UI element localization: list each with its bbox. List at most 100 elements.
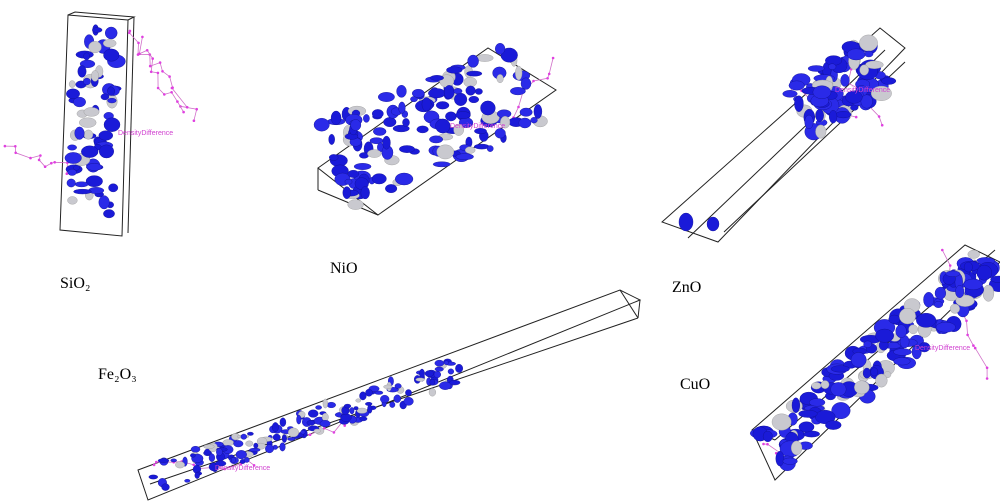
- isosurface-blob: [394, 395, 401, 403]
- atom: [949, 264, 952, 267]
- isosurface-blob: [821, 381, 829, 389]
- panel-label: SiO₂: [60, 275, 90, 292]
- isosurface-blob: [889, 315, 900, 324]
- atom: [157, 72, 160, 75]
- isosurface-blob: [109, 184, 118, 192]
- isosurface-blob: [89, 41, 102, 53]
- isosurface-blob: [314, 429, 321, 433]
- isosurface-blob: [372, 109, 383, 118]
- isosurface-blob: [385, 184, 397, 192]
- isosurface-blob: [99, 196, 110, 209]
- atom: [163, 93, 166, 96]
- isosurface-blob: [265, 445, 273, 453]
- isosurface-blob: [356, 399, 361, 403]
- isosurface-blob: [456, 154, 474, 160]
- atom: [14, 145, 17, 148]
- isosurface-blob: [329, 154, 338, 160]
- isosurface-blob: [875, 329, 893, 342]
- isosurface-blob: [68, 197, 78, 205]
- isosurface-blob: [101, 94, 109, 100]
- isosurface-blob: [81, 146, 98, 158]
- isosurface-blob: [871, 368, 878, 376]
- isosurface-blob: [831, 366, 850, 373]
- isosurface-blob: [454, 93, 467, 106]
- isosurface-blob: [343, 187, 351, 199]
- isosurface-blob: [91, 70, 98, 81]
- isosurface-blob: [87, 163, 102, 170]
- isosurface-blob: [446, 67, 462, 74]
- atom: [343, 424, 346, 427]
- isosurface-blob: [481, 101, 496, 115]
- isosurfaces: [4, 25, 1000, 491]
- isosurface-blob: [74, 189, 92, 194]
- isosurface-blob: [75, 127, 85, 140]
- isosurface-blob: [422, 98, 431, 112]
- isosurface-blob: [946, 271, 960, 277]
- isosurface-blob: [397, 85, 407, 97]
- isosurface-blob: [968, 250, 980, 258]
- isosurface-blob: [314, 118, 329, 131]
- isosurface-blob: [66, 89, 79, 99]
- isosurface-blob: [935, 287, 946, 299]
- annotation: DensityDifference: [835, 87, 890, 94]
- isosurface-blob: [520, 108, 532, 116]
- atom: [881, 124, 884, 127]
- annotation: DensityDifference: [915, 345, 970, 352]
- isosurface-blob: [783, 458, 798, 465]
- isosurface-blob: [395, 173, 413, 185]
- isosurface-blob: [68, 145, 77, 150]
- isosurface-blob: [272, 422, 278, 431]
- isosurface-blob: [456, 111, 471, 118]
- atom: [171, 87, 174, 90]
- isosurface-blob: [454, 88, 462, 94]
- panel-label: CuO: [680, 376, 710, 393]
- isosurface-blob: [195, 472, 200, 478]
- isosurface-blob: [273, 434, 280, 441]
- atom: [986, 367, 989, 370]
- isosurface-blob: [162, 484, 170, 491]
- isosurface-blob: [99, 131, 113, 141]
- isosurface-blob: [679, 213, 693, 231]
- isosurface-blob: [390, 402, 395, 408]
- atom: [552, 57, 555, 60]
- isosurface-blob: [357, 408, 367, 413]
- isosurface-blob: [495, 43, 505, 54]
- isosurface-blob: [320, 420, 330, 427]
- atom: [138, 53, 141, 56]
- isosurface-blob: [69, 81, 75, 88]
- isosurface-blob: [841, 74, 850, 86]
- isosurface-blob: [763, 431, 772, 442]
- isosurface-blob: [909, 325, 918, 334]
- atom: [4, 145, 7, 148]
- isosurface-blob: [354, 407, 358, 410]
- isosurface-blob: [403, 118, 410, 126]
- isosurface-blob: [323, 399, 328, 408]
- isosurface-blob: [280, 443, 286, 451]
- isosurface-blob: [916, 313, 936, 327]
- isosurface-blob: [813, 86, 831, 99]
- atom: [965, 320, 968, 323]
- isosurface-blob: [854, 381, 869, 394]
- isosurface-blob: [171, 459, 177, 462]
- isosurface-blob: [108, 98, 117, 103]
- isosurface-blob: [65, 152, 82, 163]
- isosurface-blob: [175, 462, 184, 469]
- isosurface-blob: [354, 163, 371, 169]
- atom: [170, 91, 173, 94]
- isosurface-blob: [84, 130, 93, 139]
- isosurface-blob: [864, 341, 872, 348]
- isosurface-blob: [851, 352, 866, 367]
- isosurface-blob: [254, 443, 258, 448]
- atom: [161, 70, 164, 73]
- isosurface-blob: [794, 96, 803, 112]
- isosurface-blob: [231, 457, 235, 462]
- atom: [157, 87, 160, 90]
- isosurface-blob: [399, 146, 414, 153]
- isosurface-blob: [244, 457, 249, 462]
- isosurface-blob: [831, 382, 847, 396]
- isosurface-blob: [828, 64, 836, 70]
- isosurface-blob: [860, 65, 869, 75]
- isosurface-blob: [322, 413, 328, 421]
- isosurface-blob: [924, 292, 934, 307]
- atom: [168, 75, 171, 78]
